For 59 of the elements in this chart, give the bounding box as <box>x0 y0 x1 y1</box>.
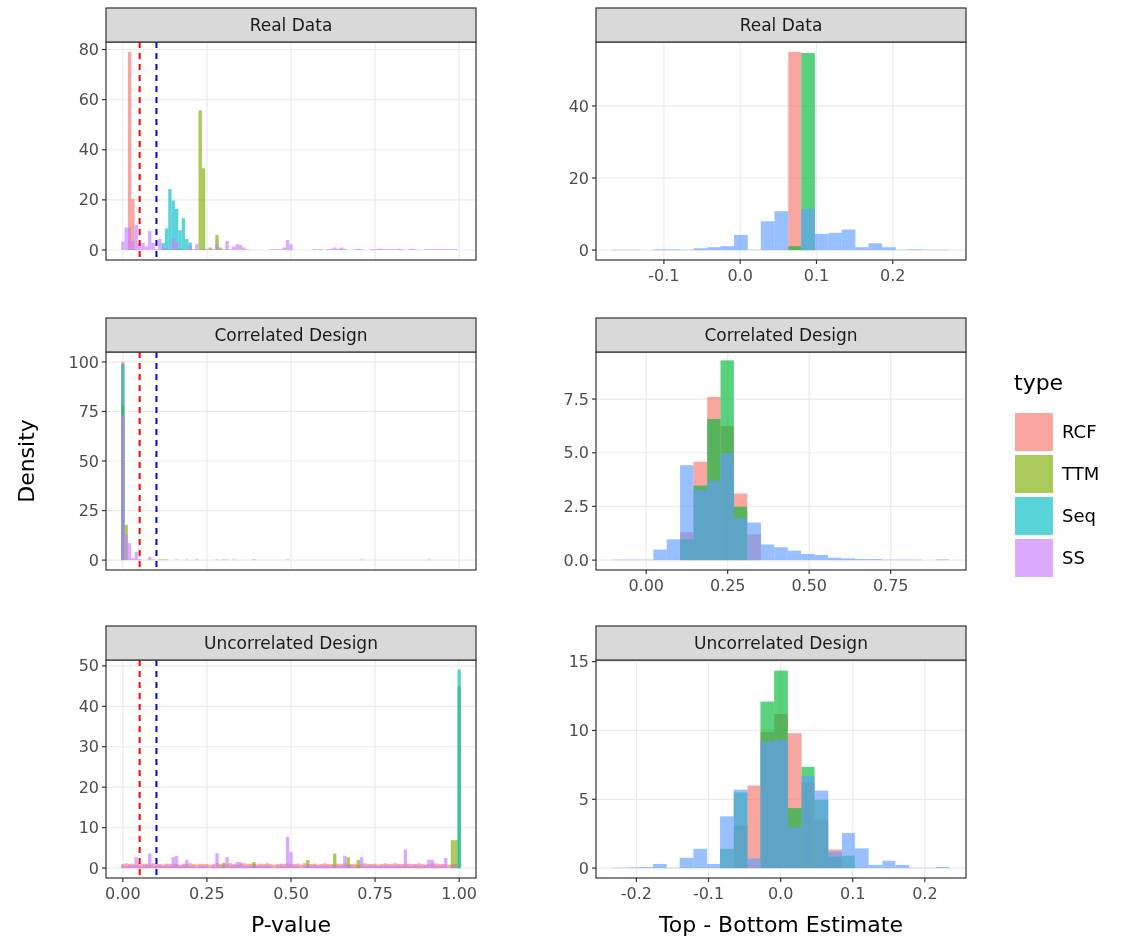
y-tick-label: 0 <box>88 240 99 260</box>
y-tick-label: 60 <box>78 90 99 110</box>
x-axis-title: Top - Bottom Estimate <box>658 912 903 937</box>
y-tick-label: 20 <box>568 168 589 188</box>
y-tick-label: 5 <box>578 789 589 809</box>
y-tick-label: 5.0 <box>563 443 589 463</box>
y-tick-label: 7.5 <box>563 389 589 409</box>
y-tick-label: 50 <box>78 656 99 676</box>
x-tick-label: 0.50 <box>273 884 309 903</box>
y-tick-label: 0 <box>578 240 589 260</box>
y-tick-label: 2.5 <box>563 497 589 517</box>
x-tick-label: 0.1 <box>840 884 866 903</box>
x-tick-label: 0.75 <box>357 884 393 903</box>
x-axis-title: P-value <box>250 912 332 937</box>
x-tick-label: 1.00 <box>441 884 477 903</box>
x-tick-label: 0.0 <box>767 884 794 903</box>
y-tick-label: 15 <box>568 652 589 672</box>
y-tick-label: 40 <box>78 140 99 160</box>
chart-title: Real Data <box>249 14 333 35</box>
chart-title: Correlated Design <box>214 324 368 345</box>
y-tick-label: 0.0 <box>563 550 589 570</box>
y-tick-label: 10 <box>78 818 99 838</box>
y-tick-label: 25 <box>78 501 99 521</box>
y-tick-label: 50 <box>78 451 99 471</box>
y-tick-label: 20 <box>78 777 99 797</box>
y-axis-title: Density <box>14 419 39 503</box>
x-tick-label: 0.50 <box>791 576 828 595</box>
x-tick-label: -0.1 <box>692 884 725 903</box>
y-tick-label: 80 <box>78 40 99 60</box>
y-tick-label: 0 <box>88 858 99 878</box>
chart-title: Real Data <box>739 14 823 35</box>
x-tick-label: 0.00 <box>105 884 141 903</box>
legend-label: SS <box>1062 547 1085 569</box>
y-tick-label: 30 <box>78 737 99 757</box>
y-tick-label: 100 <box>68 352 99 372</box>
y-tick-label: 20 <box>78 190 99 210</box>
chart-title: Uncorrelated Design <box>204 632 378 653</box>
x-tick-label: 0.1 <box>803 266 830 285</box>
y-tick-label: 40 <box>568 96 589 116</box>
x-tick-label: 0.0 <box>727 266 753 285</box>
x-tick-label: 0.2 <box>912 884 938 903</box>
y-tick-label: 10 <box>568 721 589 741</box>
x-tick-label: 0.75 <box>872 576 909 595</box>
legend-label: TTM <box>1061 463 1100 485</box>
y-tick-label: 0 <box>578 858 589 878</box>
chart-title: Correlated Design <box>704 324 858 345</box>
x-tick-label: -0.1 <box>648 266 680 285</box>
legend-title: type <box>1014 370 1064 395</box>
legend-label: RCF <box>1062 421 1097 443</box>
y-tick-label: 40 <box>78 696 99 716</box>
x-tick-label: 0.25 <box>189 884 225 903</box>
x-tick-label: 0.00 <box>628 576 665 595</box>
chart-title: Uncorrelated Design <box>694 632 868 653</box>
x-tick-label: 0.2 <box>880 266 906 285</box>
x-tick-label: 0.25 <box>709 576 746 595</box>
y-tick-label: 0 <box>88 550 99 570</box>
y-tick-label: 75 <box>78 402 99 422</box>
legend-label: Seq <box>1062 505 1096 527</box>
x-tick-label: -0.2 <box>620 884 652 903</box>
